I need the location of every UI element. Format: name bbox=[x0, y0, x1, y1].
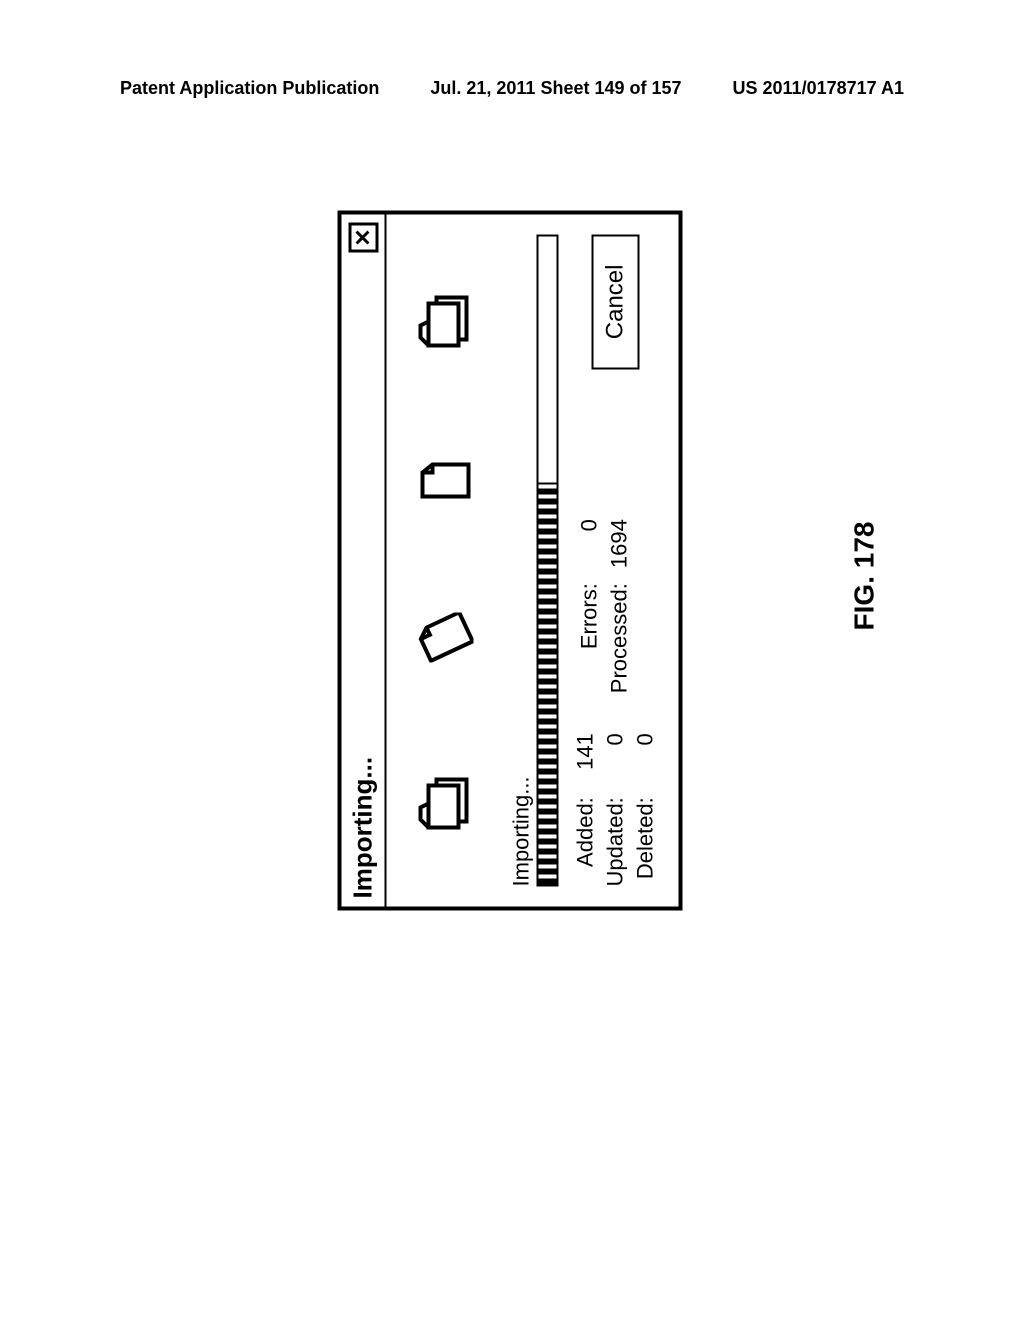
progress-label: Importing... bbox=[509, 234, 535, 886]
page-header: Patent Application Publication Jul. 21, … bbox=[0, 78, 1024, 99]
animation-row bbox=[401, 234, 491, 886]
figure-caption: FIG. 178 bbox=[848, 522, 880, 631]
progress-fill bbox=[539, 482, 557, 884]
stats-row: Added: 141 Updated: 0 Deleted: 0 Errors:… bbox=[573, 234, 659, 886]
folder-stack-icon bbox=[418, 771, 473, 831]
updated-label: Updated: bbox=[603, 797, 629, 886]
deleted-label: Deleted: bbox=[633, 797, 659, 886]
errors-label: Errors: bbox=[577, 583, 603, 693]
stats-left: Added: 141 Updated: 0 Deleted: 0 bbox=[573, 733, 659, 886]
titlebar: Importing... ✕ bbox=[342, 214, 387, 906]
cancel-button[interactable]: Cancel bbox=[592, 234, 640, 369]
progress-bar bbox=[537, 234, 559, 886]
close-icon[interactable]: ✕ bbox=[348, 222, 378, 252]
header-center: Jul. 21, 2011 Sheet 149 of 157 bbox=[430, 78, 681, 99]
added-value: 141 bbox=[573, 733, 599, 783]
errors-value: 0 bbox=[577, 519, 603, 569]
processed-label: Processed: bbox=[607, 583, 633, 693]
folder-stack-dest-icon bbox=[418, 289, 473, 349]
added-label: Added: bbox=[573, 797, 599, 886]
stats-right: Errors: 0 Processed: 1694 bbox=[573, 519, 633, 693]
figure-container: Importing... ✕ bbox=[130, 160, 890, 960]
importing-dialog: Importing... ✕ bbox=[338, 210, 683, 910]
deleted-value: 0 bbox=[633, 733, 659, 783]
page-icon bbox=[418, 458, 473, 502]
flying-page-icon bbox=[418, 612, 473, 662]
header-right: US 2011/0178717 A1 bbox=[733, 78, 904, 99]
header-left: Patent Application Publication bbox=[120, 78, 379, 99]
dialog-title: Importing... bbox=[348, 756, 379, 898]
processed-value: 1694 bbox=[607, 519, 633, 569]
updated-value: 0 bbox=[603, 733, 629, 783]
